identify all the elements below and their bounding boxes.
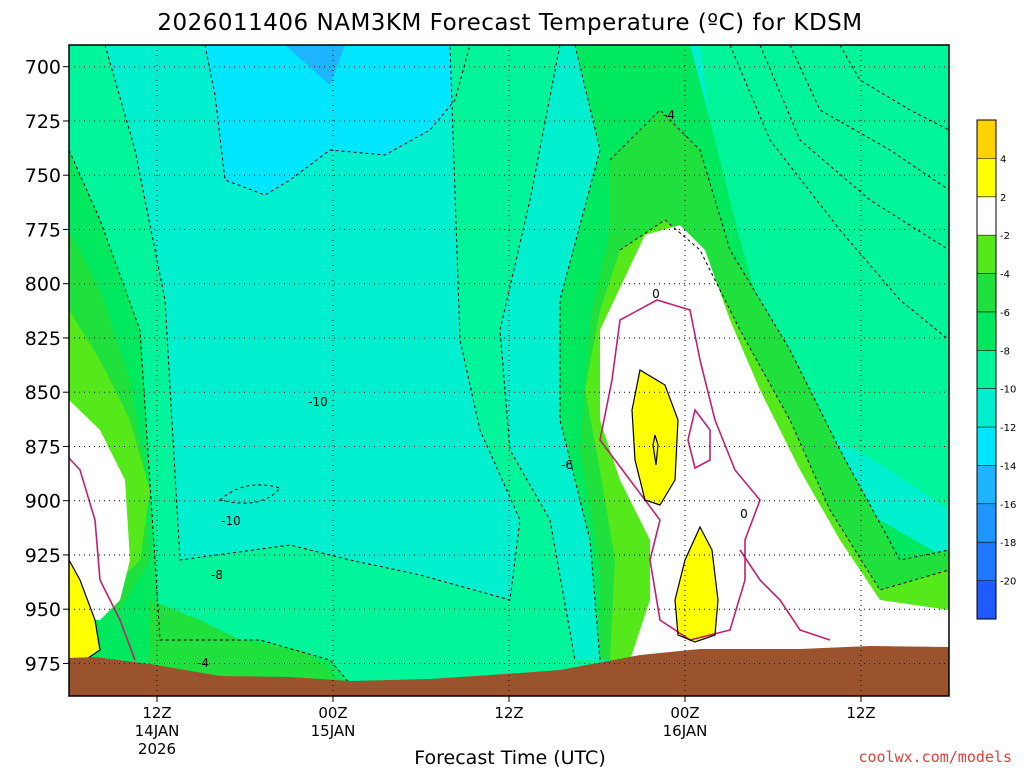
contour-label: -4 bbox=[197, 656, 209, 670]
y-tick-label: 725 bbox=[25, 111, 61, 133]
y-tick-label: 950 bbox=[25, 599, 61, 621]
x-tick-label: 12Z bbox=[494, 704, 523, 722]
colorbar-tick-label: -18 bbox=[1000, 538, 1016, 549]
y-tick-label: 800 bbox=[25, 274, 61, 296]
contour-label: -6 bbox=[561, 458, 573, 472]
field-above-minus2-left bbox=[69, 400, 130, 620]
field-minus14 bbox=[205, 45, 470, 195]
x-tick-sublabel: 14JAN bbox=[135, 722, 180, 740]
colorbar-tick-label: -2 bbox=[1000, 231, 1010, 242]
zero-contours bbox=[69, 369, 719, 661]
colorbar-tick-label: -4 bbox=[1000, 270, 1010, 281]
zero-contour-4 bbox=[652, 434, 659, 466]
contour-label: -10 bbox=[221, 514, 241, 528]
x-axis-label: Forecast Time (UTC) bbox=[414, 747, 605, 768]
colorbar-swatch bbox=[977, 542, 996, 582]
zero-contour-3 bbox=[69, 559, 101, 661]
credit-text: coolwx.com/models bbox=[858, 748, 1012, 766]
colorbar-swatch bbox=[977, 311, 996, 351]
plot-area bbox=[69, 45, 949, 696]
colorbar-swatch bbox=[977, 388, 996, 428]
x-tick-sublabel: 15JAN bbox=[311, 722, 356, 740]
colorbar-tick-label: -10 bbox=[1000, 385, 1016, 396]
contour-label: -10 bbox=[308, 395, 328, 409]
chart-title: 2026011406 NAM3KM Forecast Temperature (… bbox=[157, 10, 862, 36]
contour-labels: -4 0 -10 -6 0 -10 -8 -4 bbox=[197, 108, 748, 670]
colorbar-swatch bbox=[977, 235, 996, 275]
x-tick-label: 00Z bbox=[670, 704, 699, 722]
freezing-small bbox=[687, 408, 711, 470]
y-axis: 700 725 750 775 800 825 850 875 900 925 950 975 bbox=[25, 57, 69, 675]
colorbar-tick-label: -16 bbox=[1000, 500, 1016, 511]
y-tick-label: 750 bbox=[25, 165, 61, 187]
colorbar-tick-label: -8 bbox=[1000, 346, 1010, 357]
contour-10b bbox=[499, 45, 576, 661]
x-tick-label: 12Z bbox=[142, 704, 171, 722]
contour-upper-right-3 bbox=[789, 45, 949, 191]
colorbar-swatch bbox=[977, 465, 996, 505]
freezing-mid bbox=[599, 299, 761, 641]
colorbar-swatch bbox=[977, 273, 996, 313]
y-tick-label: 875 bbox=[25, 436, 61, 458]
colorbar-swatch bbox=[977, 120, 996, 159]
field-warm-left bbox=[69, 560, 100, 660]
colorbar-swatch bbox=[977, 580, 996, 620]
y-tick-label: 775 bbox=[25, 219, 61, 241]
contour-upper-right-4 bbox=[839, 45, 949, 131]
colorbar-swatch bbox=[977, 158, 996, 198]
field-minus4-lower bbox=[150, 600, 340, 696]
colorbar: 4 2 -2 -4 -6 -8 -10 -12 -14 -16 -18 -20 bbox=[976, 119, 1016, 620]
contour-upper-right-2 bbox=[759, 45, 949, 251]
gridlines bbox=[69, 45, 949, 696]
zero-contour-1 bbox=[631, 369, 679, 506]
contour-upper-right-1 bbox=[729, 45, 949, 341]
y-tick-label: 975 bbox=[25, 653, 61, 675]
colorbar-tick-label: -20 bbox=[1000, 577, 1016, 588]
colorbar-swatch bbox=[977, 503, 996, 543]
field-warm-mid2 bbox=[675, 527, 718, 642]
y-tick-label: 825 bbox=[25, 328, 61, 350]
contour-label: -4 bbox=[663, 108, 675, 122]
contour-10 bbox=[104, 45, 521, 601]
colorbar-swatch bbox=[977, 350, 996, 390]
contour-label: -8 bbox=[211, 568, 223, 582]
contour-2 bbox=[619, 219, 949, 591]
zero-contour-2 bbox=[674, 525, 719, 643]
colorbar-swatch bbox=[977, 196, 996, 236]
contour-label: 0 bbox=[652, 287, 660, 301]
contour-4 bbox=[609, 109, 949, 561]
colorbar-tick-label: 2 bbox=[1000, 193, 1006, 204]
freezing-line bbox=[69, 299, 831, 661]
freezing-left bbox=[69, 457, 136, 661]
y-tick-label: 900 bbox=[25, 491, 61, 513]
y-tick-label: 925 bbox=[25, 545, 61, 567]
colorbar-tick-label: 4 bbox=[1000, 154, 1006, 165]
contour-label: 0 bbox=[740, 507, 748, 521]
x-tick-sublabel: 2026 bbox=[138, 740, 176, 758]
colorbar-frame bbox=[976, 119, 997, 620]
colorbar-swatch bbox=[977, 427, 996, 466]
colorbar-tick-label: -12 bbox=[1000, 423, 1016, 434]
x-tick-sublabel: 16JAN bbox=[663, 722, 708, 740]
x-tick-label: 00Z bbox=[318, 704, 347, 722]
contour-14 bbox=[204, 45, 471, 196]
freezing-right bbox=[739, 549, 831, 641]
y-tick-label: 700 bbox=[25, 57, 61, 79]
field-minus16-top bbox=[285, 45, 345, 85]
y-tick-label: 850 bbox=[25, 382, 61, 404]
colorbar-tick-label: -6 bbox=[1000, 308, 1010, 319]
contour-minus10-pocket bbox=[218, 484, 281, 504]
field-above-minus2-mid bbox=[600, 225, 949, 660]
ground bbox=[69, 646, 949, 696]
colorbar-tick-label: -14 bbox=[1000, 461, 1016, 472]
x-tick-label: 12Z bbox=[846, 704, 875, 722]
